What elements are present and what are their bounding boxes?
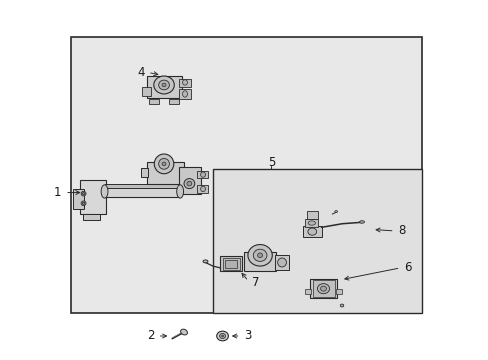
Ellipse shape bbox=[82, 193, 84, 195]
Bar bbox=[335, 289, 341, 294]
Ellipse shape bbox=[154, 76, 174, 94]
Ellipse shape bbox=[221, 335, 223, 337]
Ellipse shape bbox=[340, 304, 343, 307]
Bar bbox=[224, 260, 237, 268]
Bar bbox=[220, 256, 242, 271]
Ellipse shape bbox=[277, 258, 286, 267]
Ellipse shape bbox=[216, 331, 228, 341]
Ellipse shape bbox=[247, 244, 272, 266]
Ellipse shape bbox=[81, 201, 86, 206]
Ellipse shape bbox=[182, 91, 187, 97]
Bar bbox=[212, 169, 422, 313]
Bar bbox=[82, 214, 100, 220]
Bar bbox=[305, 289, 311, 294]
Ellipse shape bbox=[317, 284, 329, 294]
Ellipse shape bbox=[162, 162, 165, 166]
Ellipse shape bbox=[180, 329, 187, 335]
Bar bbox=[222, 258, 239, 270]
Bar bbox=[80, 180, 105, 214]
Bar bbox=[147, 162, 183, 184]
Bar bbox=[305, 220, 317, 226]
Bar bbox=[303, 226, 321, 237]
Bar bbox=[312, 280, 334, 297]
Ellipse shape bbox=[257, 253, 262, 258]
Ellipse shape bbox=[154, 154, 173, 174]
Ellipse shape bbox=[253, 249, 266, 261]
Bar bbox=[178, 78, 190, 87]
Ellipse shape bbox=[307, 228, 316, 235]
Ellipse shape bbox=[182, 80, 187, 85]
Bar bbox=[104, 186, 180, 197]
Text: 2: 2 bbox=[146, 329, 154, 342]
Ellipse shape bbox=[162, 83, 165, 87]
Bar bbox=[104, 184, 180, 188]
Bar bbox=[149, 99, 159, 104]
Text: 3: 3 bbox=[244, 329, 251, 342]
Ellipse shape bbox=[203, 260, 207, 263]
Ellipse shape bbox=[81, 191, 86, 196]
Bar bbox=[142, 87, 151, 96]
Text: 6: 6 bbox=[403, 261, 410, 274]
Bar bbox=[141, 168, 148, 177]
Ellipse shape bbox=[101, 185, 108, 198]
Bar bbox=[306, 211, 317, 219]
Bar bbox=[168, 99, 178, 104]
Text: 4: 4 bbox=[137, 66, 144, 79]
Ellipse shape bbox=[200, 172, 205, 177]
Bar bbox=[197, 185, 207, 193]
Bar bbox=[71, 37, 422, 313]
Bar bbox=[197, 171, 207, 178]
Bar bbox=[178, 89, 190, 99]
Text: 8: 8 bbox=[397, 224, 405, 238]
Ellipse shape bbox=[158, 158, 169, 169]
Text: 5: 5 bbox=[267, 156, 274, 169]
Bar bbox=[73, 189, 83, 210]
Text: 7: 7 bbox=[251, 276, 259, 289]
Ellipse shape bbox=[219, 333, 225, 338]
Bar bbox=[147, 76, 182, 98]
Ellipse shape bbox=[359, 221, 364, 223]
Ellipse shape bbox=[200, 186, 205, 192]
Bar bbox=[244, 252, 276, 271]
Text: 1: 1 bbox=[54, 186, 61, 199]
Ellipse shape bbox=[183, 179, 194, 189]
Ellipse shape bbox=[158, 80, 169, 90]
Bar bbox=[274, 255, 289, 270]
Ellipse shape bbox=[82, 202, 84, 204]
Ellipse shape bbox=[307, 221, 315, 225]
Ellipse shape bbox=[176, 185, 183, 198]
Ellipse shape bbox=[186, 181, 191, 186]
Ellipse shape bbox=[320, 286, 326, 291]
Bar bbox=[178, 167, 200, 194]
Ellipse shape bbox=[334, 211, 337, 212]
Bar bbox=[310, 279, 336, 298]
